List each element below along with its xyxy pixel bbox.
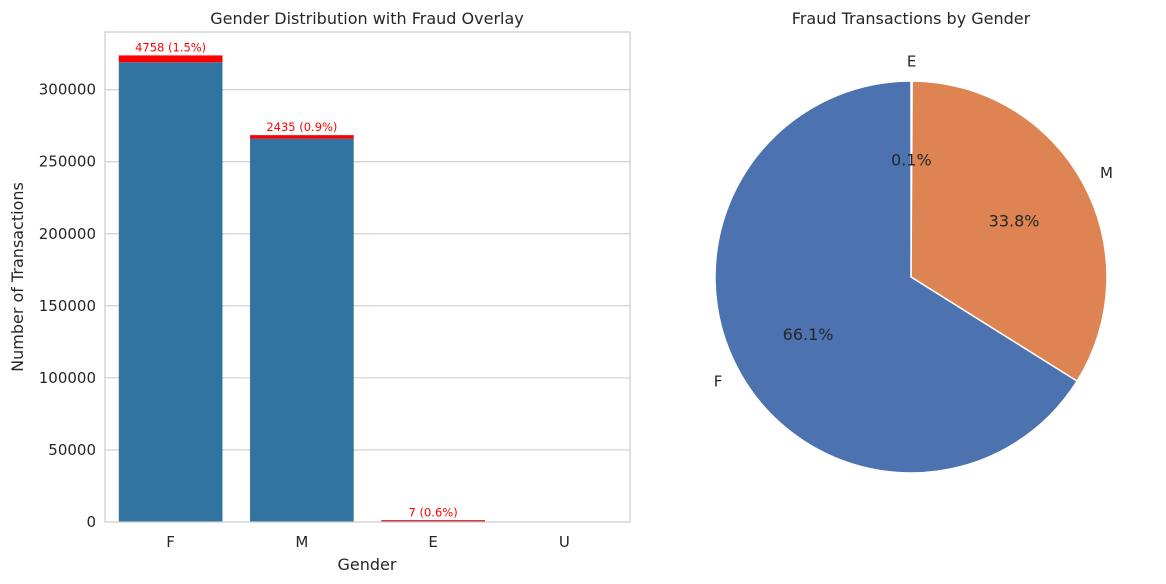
- y-tick-label: 150000: [39, 297, 96, 315]
- y-tick-label: 300000: [39, 81, 96, 99]
- fraud-bar-F: [118, 55, 223, 63]
- x-axis-label: Gender: [338, 555, 397, 574]
- x-tick-label: F: [166, 533, 175, 551]
- y-tick-label: 50000: [48, 441, 96, 459]
- bar-chart-frame: [104, 31, 631, 523]
- pie-slice-M: [910, 80, 1108, 383]
- pie-chart-title: Fraud Transactions by Gender: [792, 9, 1031, 28]
- fraud-label-M: 2435 (0.9%): [266, 120, 337, 134]
- pie-labels: E 0.1% M 33.8% F 66.1%: [714, 52, 1113, 390]
- pie-slices: [714, 80, 1108, 474]
- pie-slice-F: [714, 80, 1079, 474]
- pie-label-F: F: [714, 372, 723, 390]
- bar-chart-title: Gender Distribution with Fraud Overlay: [210, 9, 524, 28]
- fraud-bar-E: [381, 520, 485, 522]
- y-axis-label: Number of Transactions: [8, 182, 27, 372]
- pie-chart: Fraud Transactions by Gender E 0.1% M 33.8%…: [714, 9, 1113, 474]
- y-tick-label: 200000: [39, 225, 96, 243]
- x-tick-label: M: [295, 533, 308, 551]
- fraud-label-E: 7 (0.6%): [409, 505, 458, 519]
- bar-F: [118, 62, 223, 522]
- fraud-bar-M: [250, 135, 354, 139]
- pie-label-M: M: [1100, 164, 1113, 182]
- y-tick-label: 0: [86, 513, 96, 531]
- y-tick-label: 250000: [39, 153, 96, 171]
- bar-chart-fraud-overlay: 4758 (1.5%) 2435 (0.9%) 7 (0.6%): [118, 40, 485, 522]
- pie-label-E: E: [907, 52, 916, 70]
- y-tick-label: 100000: [39, 369, 96, 387]
- pie-percent-F: 66.1%: [783, 325, 834, 344]
- x-tick-label: E: [428, 533, 437, 551]
- pie-percent-M: 33.8%: [989, 211, 1040, 230]
- fraud-label-F: 4758 (1.5%): [135, 40, 206, 54]
- pie-percent-E: 0.1%: [891, 150, 932, 169]
- bar-chart-y-ticks: 0 50000 100000 150000 200000 250000 300000: [39, 81, 96, 531]
- bar-chart: Gender Distribution with Fraud Overlay 4…: [8, 9, 631, 574]
- x-tick-label: U: [559, 533, 570, 551]
- bar-M: [250, 138, 354, 522]
- bar-chart-bars: [118, 62, 485, 522]
